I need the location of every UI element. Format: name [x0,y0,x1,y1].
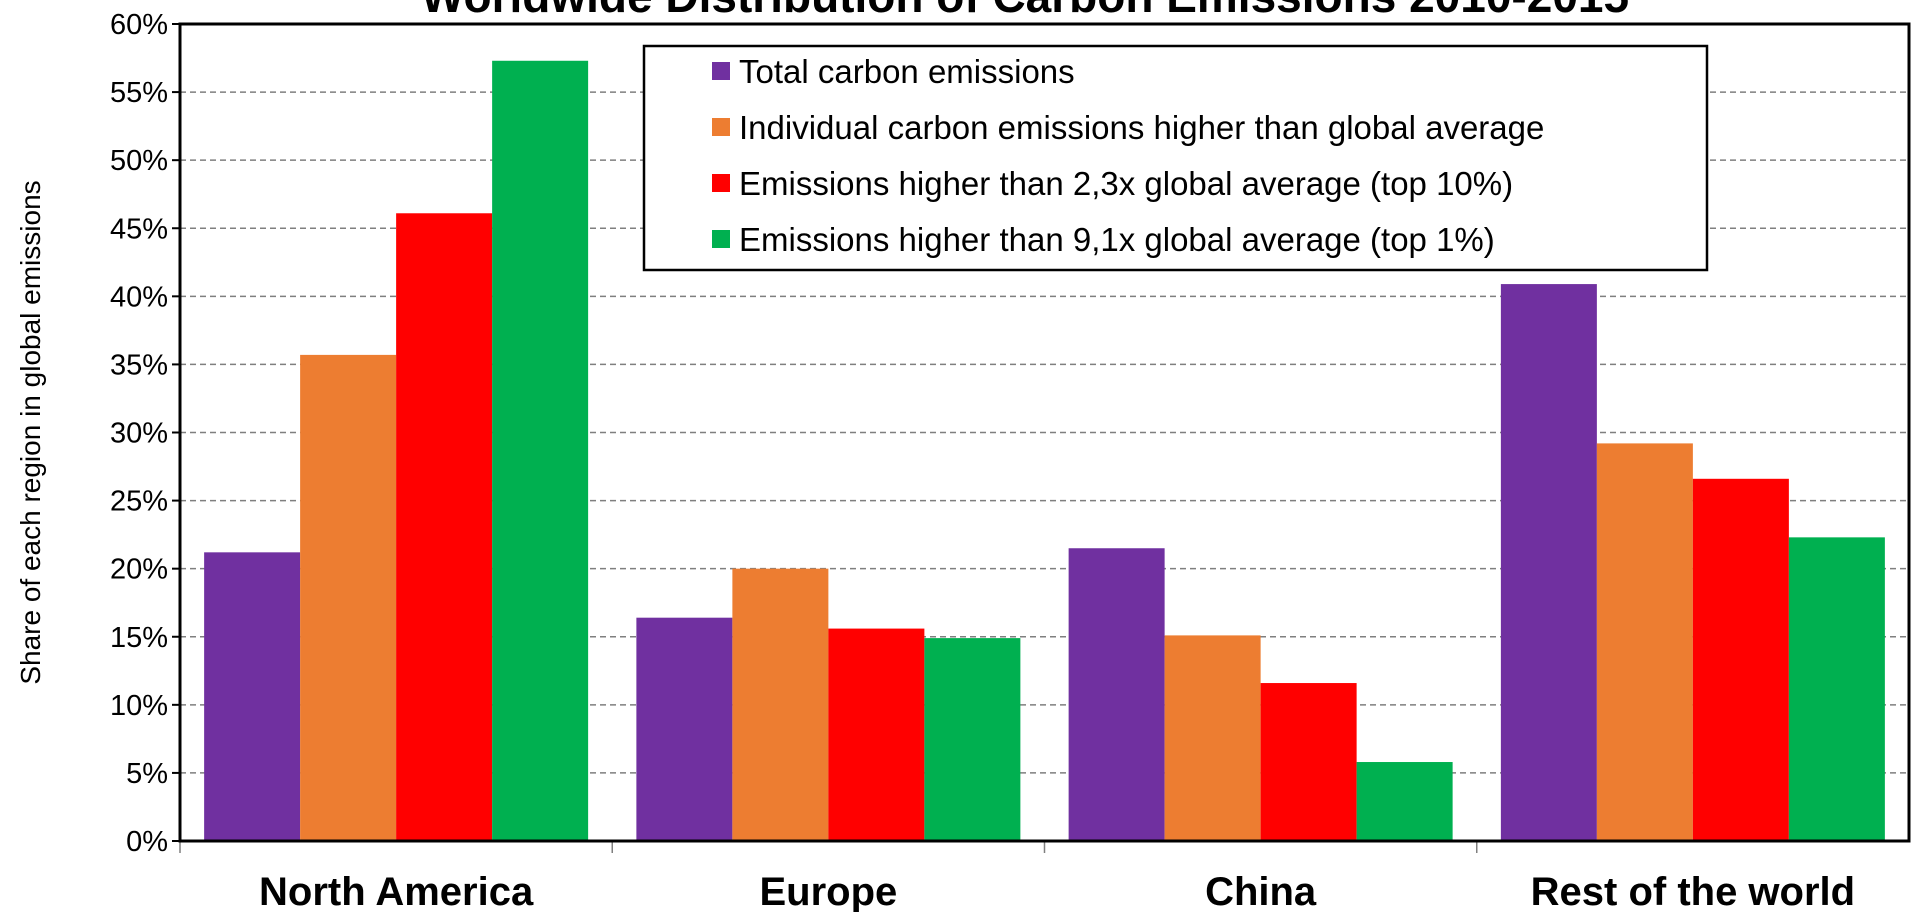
x-category-label: China [1205,870,1317,912]
y-tick-label: 25% [110,486,168,518]
y-tick-label: 50% [110,145,168,177]
chart-title: Worldwide Distribution of Carbon Emissio… [421,0,1629,22]
bar-1-2 [636,617,733,841]
plot-frame [178,22,1911,843]
bar-2-2 [732,568,829,841]
legend-swatch [712,174,730,192]
y-tick-label: 35% [110,349,168,381]
legend-swatch [712,118,730,136]
legend-label: Emissions higher than 2,3x global averag… [739,165,1513,202]
legend-label: Individual carbon emissions higher than … [739,109,1544,146]
y-tick-label: 45% [110,213,168,245]
legend-label: Total carbon emissions [739,53,1075,90]
bar-4-4 [1788,537,1885,841]
y-tick-label: 40% [110,281,168,313]
legend-box [642,44,1709,272]
bar-4-3 [1356,762,1453,841]
bar-1-3 [1068,548,1165,841]
bar-3-3 [1260,683,1357,841]
bar-3-2 [828,628,925,841]
legend-swatch [712,230,730,248]
y-tick-label: 20% [110,554,168,586]
bar-1-1 [204,552,301,841]
x-category-label: Europe [759,870,897,912]
legend-swatch [712,62,730,80]
bar-2-1 [300,354,397,841]
bar-4-1 [492,60,589,841]
x-category-label: Rest of the world [1531,870,1855,912]
y-tick-label: 55% [110,77,168,109]
y-tick-label: 60% [110,9,168,41]
bars [204,60,1885,841]
axes [172,22,1911,853]
y-tick-label: 10% [110,690,168,722]
legend-label: Emissions higher than 9,1x global averag… [739,221,1495,258]
legend: Total carbon emissions Individual carbon … [642,44,1709,272]
y-tick-label: 30% [110,418,168,450]
bar-3-1 [396,213,493,841]
y-tick-label: 5% [126,758,168,790]
bar-2-3 [1164,635,1261,841]
y-axis-title: Share of each region in global emissions [15,180,46,684]
bar-2-4 [1596,443,1693,841]
bar-3-4 [1692,478,1789,841]
y-tick-label: 15% [110,622,168,654]
y-tick-label: 0% [126,826,168,858]
bar-1-4 [1500,284,1597,841]
labels: Worldwide Distribution of Carbon Emissio… [15,0,1855,912]
x-category-label: North America [259,870,534,912]
bar-4-2 [924,638,1021,841]
